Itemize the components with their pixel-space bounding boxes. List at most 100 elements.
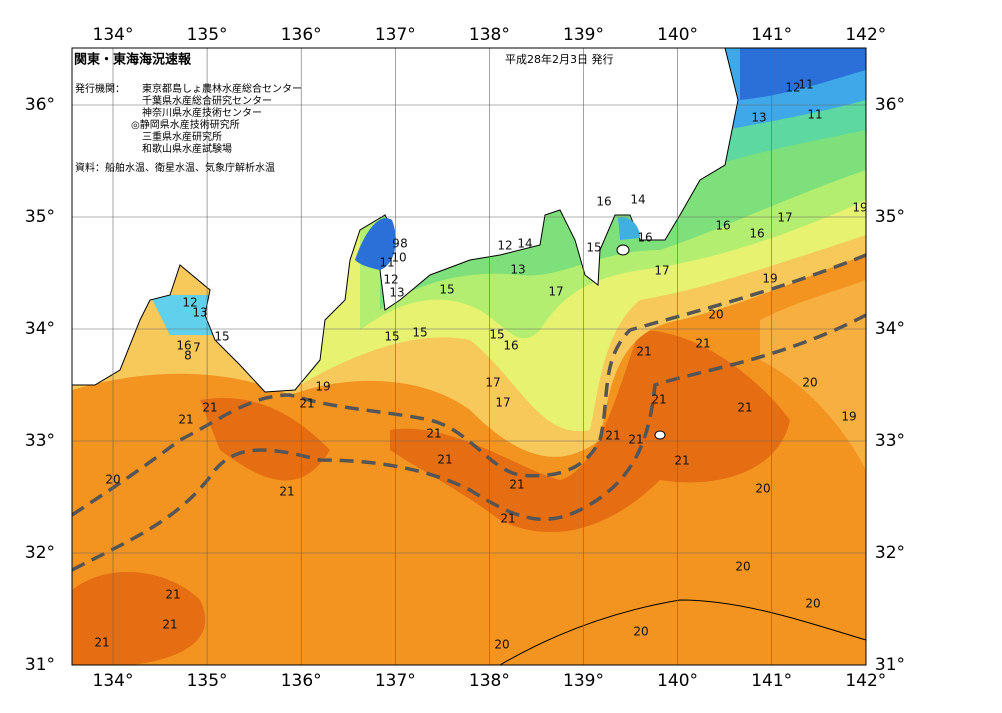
land	[72, 48, 739, 393]
contour-label: 7	[193, 341, 201, 355]
issuer: 三重県水産研究所	[142, 130, 222, 143]
contour-label: 21	[437, 453, 452, 467]
contour-label: 16	[596, 195, 611, 209]
contour-label: 19	[315, 380, 330, 394]
contour-label: 19	[762, 272, 777, 286]
warm-patch	[72, 571, 206, 665]
contour-label: 20	[105, 473, 120, 487]
contour-label: 20	[708, 308, 723, 322]
contour-label: 17	[495, 396, 510, 410]
issuer-label: 発行機関：	[75, 82, 125, 95]
ise-bay	[355, 218, 396, 270]
lon-tick-label: 136°	[281, 671, 322, 691]
lat-tick-label: 36°	[25, 95, 55, 115]
contour-label: 21	[299, 397, 314, 411]
lon-tick-label: 141°	[751, 25, 792, 45]
contour-label: 19	[852, 201, 867, 215]
contour-label: 14	[517, 237, 532, 251]
contour-label: 21	[162, 618, 177, 632]
contour-label: 21	[651, 393, 666, 407]
contour-label: 15	[489, 328, 504, 342]
contour-label: 8	[400, 237, 408, 251]
lat-tick-label: 33°	[875, 431, 905, 451]
contour-label: 21	[509, 478, 524, 492]
lon-tick-label: 135°	[187, 671, 228, 691]
contour-label: 12	[383, 273, 398, 287]
lat-tick-label: 35°	[875, 207, 905, 227]
contour-label: 12	[497, 239, 512, 253]
island	[654, 430, 666, 440]
issuer: 東京都島しょ農林水産総合センター	[142, 82, 302, 95]
kii-channel	[150, 295, 215, 335]
tokyo-bay	[618, 217, 640, 240]
lat-tick-label: 36°	[875, 95, 905, 115]
contour-label: 12	[785, 81, 800, 95]
isotherm-20	[499, 599, 866, 665]
lon-tick-label: 134°	[93, 25, 134, 45]
contour-label: 21	[500, 512, 515, 526]
contour-label: 15	[586, 241, 601, 255]
warm-patch	[390, 330, 790, 533]
contour-label: 20	[633, 625, 648, 639]
lat-tick-label: 32°	[875, 543, 905, 563]
title: 関東・東海海況速報	[74, 52, 192, 68]
issuer-list: 東京都島しょ農林水産総合センター千葉県水産総合研究センター神奈川県水産技術センタ…	[131, 82, 302, 155]
source: 資料：船舶水温、衛星水温、気象庁解析水温	[75, 161, 275, 174]
lat-tick-label: 32°	[25, 543, 55, 563]
contour-label: 13	[389, 286, 404, 300]
contour-label: 15	[439, 283, 454, 297]
contour-label: 11	[379, 256, 394, 270]
contour-label: 21	[94, 636, 109, 650]
contour-label: 15	[214, 330, 229, 344]
issuer: 千葉県水産総合研究センター	[142, 94, 272, 107]
contour-label: 19	[841, 410, 856, 424]
contour-label: 13	[510, 263, 525, 277]
contour-label: 16	[715, 219, 730, 233]
contour-label: 8	[184, 349, 192, 363]
warm-patch	[200, 398, 330, 481]
lon-tick-label: 142°	[845, 25, 886, 45]
date: 平成28年2月3日 発行	[505, 52, 614, 66]
lon-tick-label: 142°	[845, 671, 886, 691]
contour-label: 17	[654, 264, 669, 278]
lat-tick-label: 35°	[25, 207, 55, 227]
contour-label: 21	[674, 454, 689, 468]
lon-tick-label: 136°	[281, 25, 322, 45]
island	[616, 244, 630, 256]
contour-label: 14	[630, 193, 645, 207]
lon-tick-label: 137°	[375, 671, 416, 691]
lon-tick-label: 141°	[751, 671, 792, 691]
contour-label: 21	[202, 401, 217, 415]
contour-label: 21	[426, 427, 441, 441]
contour-label: 15	[412, 326, 427, 340]
contour-label: 20	[755, 482, 770, 496]
lat-tick-label: 31°	[25, 655, 55, 675]
contour-label: 15	[384, 330, 399, 344]
lon-tick-label: 139°	[563, 671, 604, 691]
lon-tick-label: 140°	[657, 25, 698, 45]
lon-tick-label: 137°	[375, 25, 416, 45]
lon-tick-label: 138°	[469, 25, 510, 45]
contour-label: 13	[192, 306, 207, 320]
contour-label: 16	[503, 339, 518, 353]
contour-label: 17	[777, 211, 792, 225]
contour-label: 17	[485, 376, 500, 390]
lon-tick-label: 140°	[657, 671, 698, 691]
contour-label: 13	[751, 111, 766, 125]
issuer: 神奈川県水産技術センター	[142, 106, 262, 119]
lat-tick-label: 34°	[25, 319, 55, 339]
contour-label: 20	[802, 376, 817, 390]
contour-label: 9	[392, 237, 400, 251]
contour-label: 16	[749, 227, 764, 241]
lon-tick-label: 138°	[469, 671, 510, 691]
contour-label: 21	[628, 433, 643, 447]
contour-label: 16	[176, 339, 191, 353]
contour-label: 11	[807, 108, 822, 122]
lon-tick-label: 139°	[563, 25, 604, 45]
contour-label: 21	[165, 588, 180, 602]
map-frame	[71, 47, 867, 666]
contour-label: 10	[391, 251, 406, 265]
contour-label: 21	[279, 485, 294, 499]
